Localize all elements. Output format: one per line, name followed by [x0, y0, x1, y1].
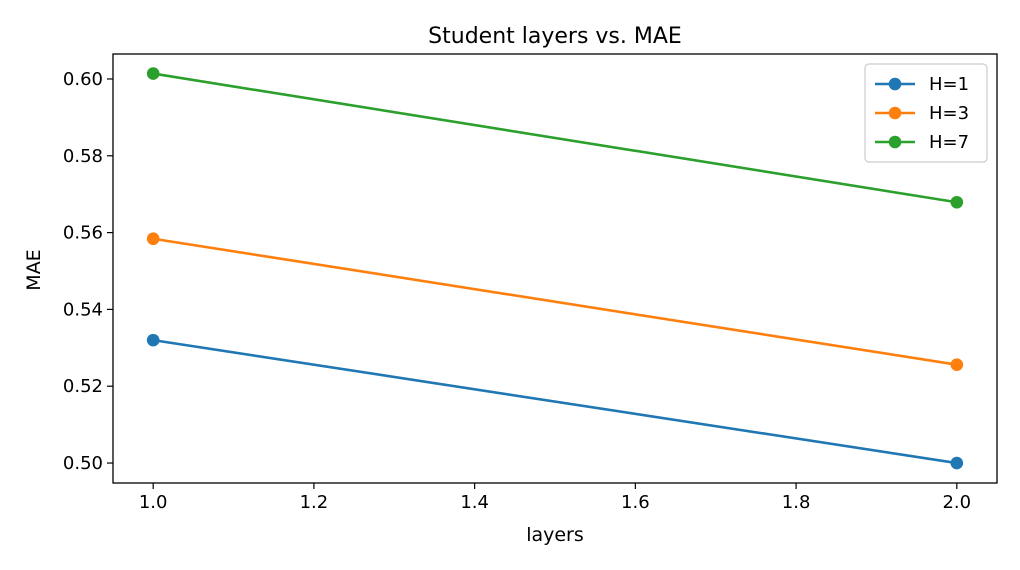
x-tick-label: 1.6 — [621, 492, 650, 513]
x-tick-label: 1.0 — [139, 492, 168, 513]
y-axis-label: MAE — [23, 249, 45, 290]
data-point-h1 — [146, 333, 160, 347]
x-tick-label: 1.8 — [782, 492, 811, 513]
chart-title: Student layers vs. MAE — [428, 24, 682, 49]
data-point-h7 — [950, 195, 964, 209]
legend-marker — [888, 106, 902, 120]
series-line-h1 — [152, 338, 958, 465]
legend: H=1 H=3 H=7 — [864, 63, 988, 163]
x-tick-label: 1.4 — [460, 492, 489, 513]
y-tick-label: 0.54 — [63, 299, 103, 320]
data-point-h3 — [950, 358, 964, 372]
y-tick-label: 0.58 — [63, 146, 103, 167]
x-tick-label: 1.2 — [300, 492, 329, 513]
data-point-h1 — [950, 456, 964, 470]
legend-marker — [888, 77, 902, 91]
y-tick-label: 0.56 — [63, 223, 103, 244]
x-axis-label: layers — [526, 524, 584, 546]
legend-label: H=1 — [929, 74, 969, 95]
y-axis: 0.50 0.52 0.54 0.56 0.58 0.60 — [63, 69, 113, 474]
y-tick-label: 0.60 — [63, 69, 103, 90]
legend-label: H=3 — [929, 103, 969, 124]
data-point-h3 — [146, 232, 160, 246]
legend-marker — [888, 135, 902, 149]
legend-label: H=7 — [929, 132, 969, 153]
series-line-h3 — [152, 237, 958, 366]
x-axis: 1.0 1.2 1.4 1.6 1.8 2.0 — [139, 483, 971, 513]
x-tick-label: 2.0 — [942, 492, 971, 513]
y-tick-label: 0.52 — [63, 376, 103, 397]
y-tick-label: 0.50 — [63, 453, 103, 474]
series-line-h7 — [152, 72, 958, 204]
plot-area-frame — [112, 53, 998, 484]
series-layer — [146, 67, 964, 470]
data-point-h7 — [146, 67, 160, 80]
